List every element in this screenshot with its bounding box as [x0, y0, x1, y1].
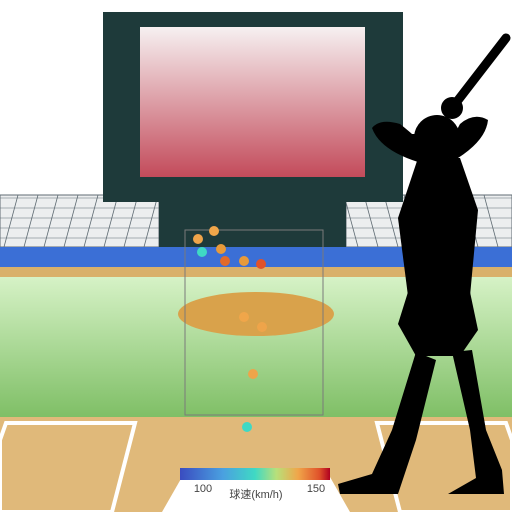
pitch-point: [209, 226, 219, 236]
colorbar-label: 球速(km/h): [229, 487, 282, 501]
pitch-point: [256, 259, 266, 269]
stands-left: [0, 195, 159, 247]
pitch-point: [197, 247, 207, 257]
pitch-point: [216, 244, 226, 254]
scoreboard-screen: [140, 27, 365, 177]
scoreboard-post: [159, 202, 346, 247]
chart-svg: 100 150 球速(km/h): [0, 0, 512, 512]
pitch-point: [220, 256, 230, 266]
colorbar-tick: 150: [307, 483, 325, 495]
colorbar-tick: 100: [194, 483, 212, 495]
velocity-colorbar: [180, 468, 330, 480]
pitch-point: [257, 322, 267, 332]
pitch-point: [242, 422, 252, 432]
pitch-point: [193, 234, 203, 244]
pitch-point: [239, 256, 249, 266]
pitch-location-chart: 100 150 球速(km/h): [0, 0, 512, 512]
pitch-point: [239, 312, 249, 322]
pitchers-mound: [178, 292, 334, 336]
pitch-point: [248, 369, 258, 379]
